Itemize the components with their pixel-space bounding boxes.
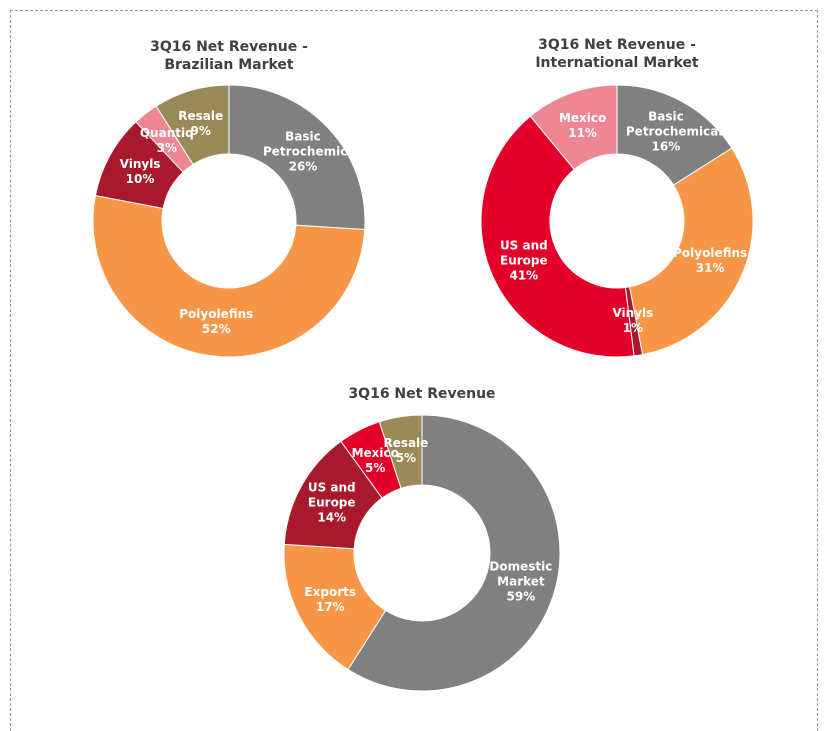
slice-label: Domestic Market 59% (466, 559, 576, 604)
charts (92, 84, 754, 692)
slice-value: 26% (288, 159, 318, 174)
slice-value: 5% (365, 461, 386, 476)
slice-value: 16% (651, 139, 681, 154)
slice-label: Vinyls 10% (85, 157, 195, 187)
donut-slice (228, 84, 366, 231)
slice-label: Quantiq 3% (112, 126, 222, 156)
slice-name: Resale (383, 436, 429, 451)
slice-name: Polyolefins (673, 246, 748, 261)
slice-label: Resale 9% (146, 109, 256, 139)
slice-name: Basic Petrochemicals (262, 129, 367, 159)
slice-name: Vinyls (612, 306, 654, 321)
slice-name: Quantiq (139, 125, 194, 140)
slice-label: Basic Petrochemicals 16% (611, 109, 730, 155)
chart-title: 3Q16 Net Revenue (348, 386, 496, 402)
page: (() => { const data = JSON.parse(documen… (10, 10, 818, 731)
donut-slice (378, 414, 423, 489)
slice-label: US and Europe 41% (469, 239, 579, 284)
donut-slice (155, 84, 230, 166)
donut-slice (283, 543, 387, 671)
slice-value: 10% (125, 172, 155, 187)
slice-name: Resale (178, 108, 224, 123)
slice-label: Vinyls 1% (578, 306, 688, 336)
slice-name: US and Europe (499, 238, 548, 268)
donut-slice (480, 115, 635, 358)
donut-slice (529, 84, 618, 171)
slice-label: Polyolefins 31% (655, 246, 765, 276)
slice-name: US and Europe (307, 480, 356, 510)
slice-name: Vinyls (119, 157, 161, 172)
chart-title: 3Q16 Net Revenue - Brazilian Market (150, 39, 308, 73)
slice-value: 3% (156, 140, 177, 155)
slice-value: 1% (622, 321, 644, 336)
donut-slice (628, 147, 754, 356)
slice-name: Exports (304, 584, 356, 599)
slice-value: 11% (568, 125, 597, 140)
slice-value: 59% (506, 589, 536, 604)
slice-value: 31% (695, 261, 725, 276)
slice-label: US and Europe 14% (277, 481, 387, 526)
slice-value: 5% (395, 451, 417, 466)
slice-label: Resale 5% (351, 436, 461, 466)
slice-label: Polyolefins 52% (161, 307, 271, 337)
slice-label: Mexico 11% (528, 111, 638, 141)
slice-name: Basic Petrochemicals (625, 109, 730, 139)
slice-label: Basic Petrochemicals 26% (248, 129, 367, 174)
slice-value: 17% (315, 599, 345, 614)
slice-name: Mexico (351, 446, 399, 461)
slice-value: 9% (190, 123, 211, 138)
slice-value: 14% (317, 510, 347, 525)
donut-slice (616, 84, 733, 186)
slice-name: Polyolefins (179, 306, 254, 321)
chart-title: 3Q16 Net Revenue - International Market (535, 37, 699, 71)
slice-value: 52% (201, 321, 231, 336)
donut-slice (347, 414, 561, 692)
donut-slice (92, 194, 366, 358)
slice-label: Mexico 5% (320, 446, 430, 476)
slice-name: Domestic Market (489, 559, 553, 589)
dashed-frame (10, 10, 818, 731)
slice-label: Exports 17% (275, 585, 385, 615)
slice-name: Mexico (558, 110, 607, 125)
slice-value: 41% (509, 268, 539, 283)
